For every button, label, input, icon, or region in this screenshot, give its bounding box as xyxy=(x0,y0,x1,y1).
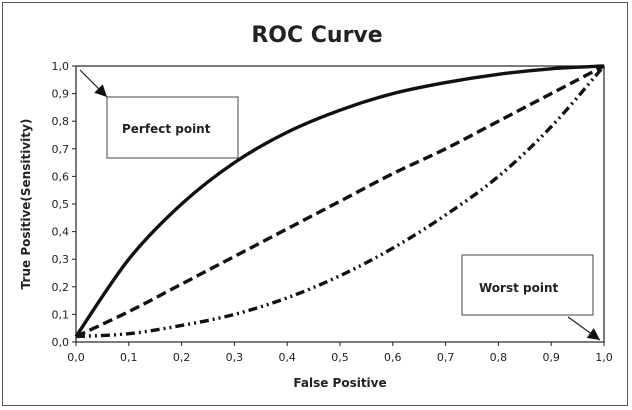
series-line-3 xyxy=(75,64,606,339)
perfect-point-box xyxy=(106,96,239,159)
x-tick-label: 0,7 xyxy=(437,351,455,364)
series-line-1 xyxy=(74,64,605,338)
y-axis-label: True Positive(Sensitivity) xyxy=(19,119,33,290)
y-tick-label: 0,5 xyxy=(52,198,70,211)
x-tick-label: 0,8 xyxy=(490,351,508,364)
worst-point-box xyxy=(461,254,594,316)
y-tick-label: 0,0 xyxy=(52,336,70,349)
x-tick-label: 0,6 xyxy=(384,351,402,364)
y-tick-label: 1,0 xyxy=(52,60,70,73)
x-tick-label: 0,4 xyxy=(278,351,296,364)
y-tick-label: 0,8 xyxy=(52,115,70,128)
y-tick-label: 0,1 xyxy=(52,308,70,321)
y-tick-label: 0,2 xyxy=(52,281,70,294)
perfect-point-label: Perfect point xyxy=(122,122,211,136)
perfect-point-arrow-head xyxy=(94,84,107,97)
x-tick-label: 0,1 xyxy=(120,351,138,364)
x-tick-label: 1,0 xyxy=(595,351,613,364)
y-axis-ticks: 0,0 0,1 0,2 0,3 0,4 0,5 0,6 0,7 0,8 0,9 1,0 xyxy=(52,60,76,349)
chart-title: ROC Curve xyxy=(251,23,382,48)
x-tick-label: 0,5 xyxy=(331,351,349,364)
y-tick-label: 0,4 xyxy=(52,226,70,239)
y-tick-label: 0,6 xyxy=(52,170,70,183)
worst-point-label: Worst point xyxy=(479,281,559,295)
x-tick-label: 0,9 xyxy=(542,351,560,364)
x-tick-label: 0,0 xyxy=(67,351,85,364)
annotation-arrows xyxy=(79,69,601,341)
chart-frame xyxy=(2,2,628,406)
worst-point-arrow-head xyxy=(586,328,600,340)
x-axis-ticks: 0,0 0,1 0,2 0,3 0,4 0,5 0,6 0,7 0,8 0,9 1,0 xyxy=(67,342,613,364)
series-layer xyxy=(74,64,606,339)
y-tick-label: 0,7 xyxy=(52,143,70,156)
y-tick-label: 0,3 xyxy=(52,253,70,266)
y-tick-label: 0,9 xyxy=(52,88,70,101)
x-tick-label: 0,2 xyxy=(173,351,191,364)
x-tick-label: 0,3 xyxy=(226,351,244,364)
x-axis-label: False Positive xyxy=(293,376,386,390)
